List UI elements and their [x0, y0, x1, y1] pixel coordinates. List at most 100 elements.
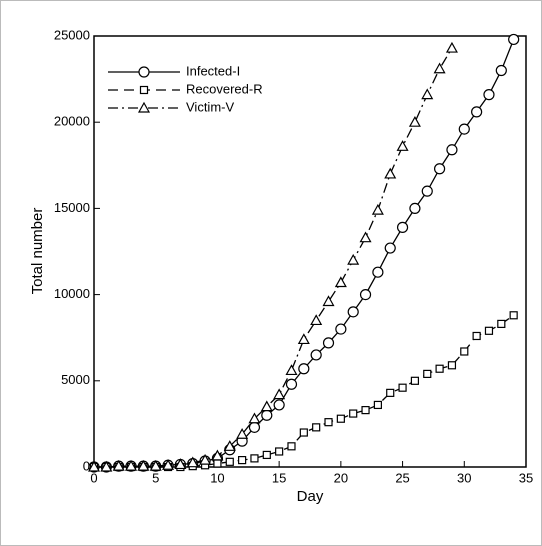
marker: [396, 221, 409, 233]
marker: [361, 406, 370, 415]
x-tick-label: 30: [457, 470, 471, 485]
x-axis-label: Day: [297, 488, 324, 505]
x-tick-label: 35: [519, 470, 533, 485]
marker: [273, 388, 286, 400]
marker: [347, 253, 360, 265]
marker: [260, 400, 273, 412]
marker: [347, 306, 359, 318]
marker: [310, 349, 322, 361]
marker: [483, 89, 495, 101]
marker: [433, 62, 446, 74]
marker: [423, 369, 432, 379]
marker: [334, 276, 347, 288]
y-axis-label: Total number: [29, 208, 46, 295]
marker: [471, 106, 483, 118]
y-tick-label: 0: [83, 458, 90, 473]
marker: [371, 203, 384, 215]
marker: [223, 440, 236, 451]
marker: [396, 140, 409, 151]
marker: [458, 123, 470, 135]
marker: [508, 33, 520, 46]
x-tick-label: 20: [334, 470, 348, 485]
x-tick-label: 15: [272, 470, 286, 485]
marker: [248, 412, 261, 424]
marker: [322, 337, 335, 349]
marker: [238, 456, 247, 465]
marker: [137, 459, 150, 471]
y-tick-label: 15000: [54, 200, 90, 215]
marker: [336, 414, 345, 423]
marker: [100, 460, 113, 472]
y-tick-label: 5000: [61, 372, 90, 387]
marker: [421, 88, 434, 100]
marker: [298, 363, 310, 375]
marker: [261, 409, 273, 421]
marker: [199, 453, 212, 465]
marker: [322, 295, 335, 307]
marker: [349, 409, 358, 418]
marker: [408, 115, 421, 127]
marker: [236, 428, 249, 439]
marker: [372, 266, 384, 278]
marker: [421, 185, 433, 197]
marker: [112, 459, 125, 471]
marker: [248, 421, 261, 433]
y-tick-label: 25000: [54, 27, 90, 42]
x-tick-label: 5: [152, 470, 159, 485]
legend-label: Victim-V: [186, 99, 234, 114]
marker: [285, 364, 298, 376]
marker: [373, 400, 382, 410]
marker: [384, 242, 396, 254]
marker: [310, 314, 323, 326]
marker: [299, 428, 308, 437]
marker: [324, 418, 333, 427]
marker: [409, 202, 421, 214]
marker: [435, 364, 444, 373]
marker: [87, 460, 101, 472]
marker: [285, 378, 298, 390]
marker: [410, 376, 420, 385]
legend-label: Infected-I: [186, 63, 240, 78]
marker: [211, 449, 224, 461]
marker: [359, 231, 372, 243]
marker: [174, 458, 187, 470]
marker: [162, 459, 175, 470]
marker: [297, 333, 310, 345]
marker: [484, 326, 494, 335]
marker: [447, 361, 457, 370]
marker: [273, 399, 285, 411]
legend-marker: [137, 101, 151, 113]
plot-area: [93, 35, 527, 468]
marker: [472, 331, 481, 341]
legend-marker: [139, 85, 149, 95]
marker: [386, 388, 395, 397]
x-tick-label: 0: [90, 470, 97, 485]
marker: [398, 383, 407, 392]
marker: [434, 163, 446, 175]
marker: [225, 457, 234, 466]
marker: [445, 41, 458, 53]
legend-label: Recovered-R: [186, 81, 263, 96]
marker: [497, 319, 506, 329]
marker: [384, 167, 397, 179]
legend-marker: [138, 66, 150, 78]
marker: [509, 311, 518, 320]
x-tick-label: 25: [395, 470, 409, 485]
marker: [125, 459, 138, 471]
marker: [312, 423, 321, 432]
marker: [186, 456, 199, 468]
marker: [495, 64, 507, 77]
marker: [335, 323, 347, 335]
marker: [213, 459, 222, 468]
marker: [275, 447, 284, 456]
x-tick-label: 10: [210, 470, 224, 485]
y-tick-label: 10000: [54, 286, 90, 301]
marker: [446, 144, 458, 156]
marker: [287, 442, 296, 451]
marker: [250, 454, 259, 463]
marker: [359, 289, 372, 301]
marker: [149, 459, 162, 471]
marker: [262, 450, 271, 460]
